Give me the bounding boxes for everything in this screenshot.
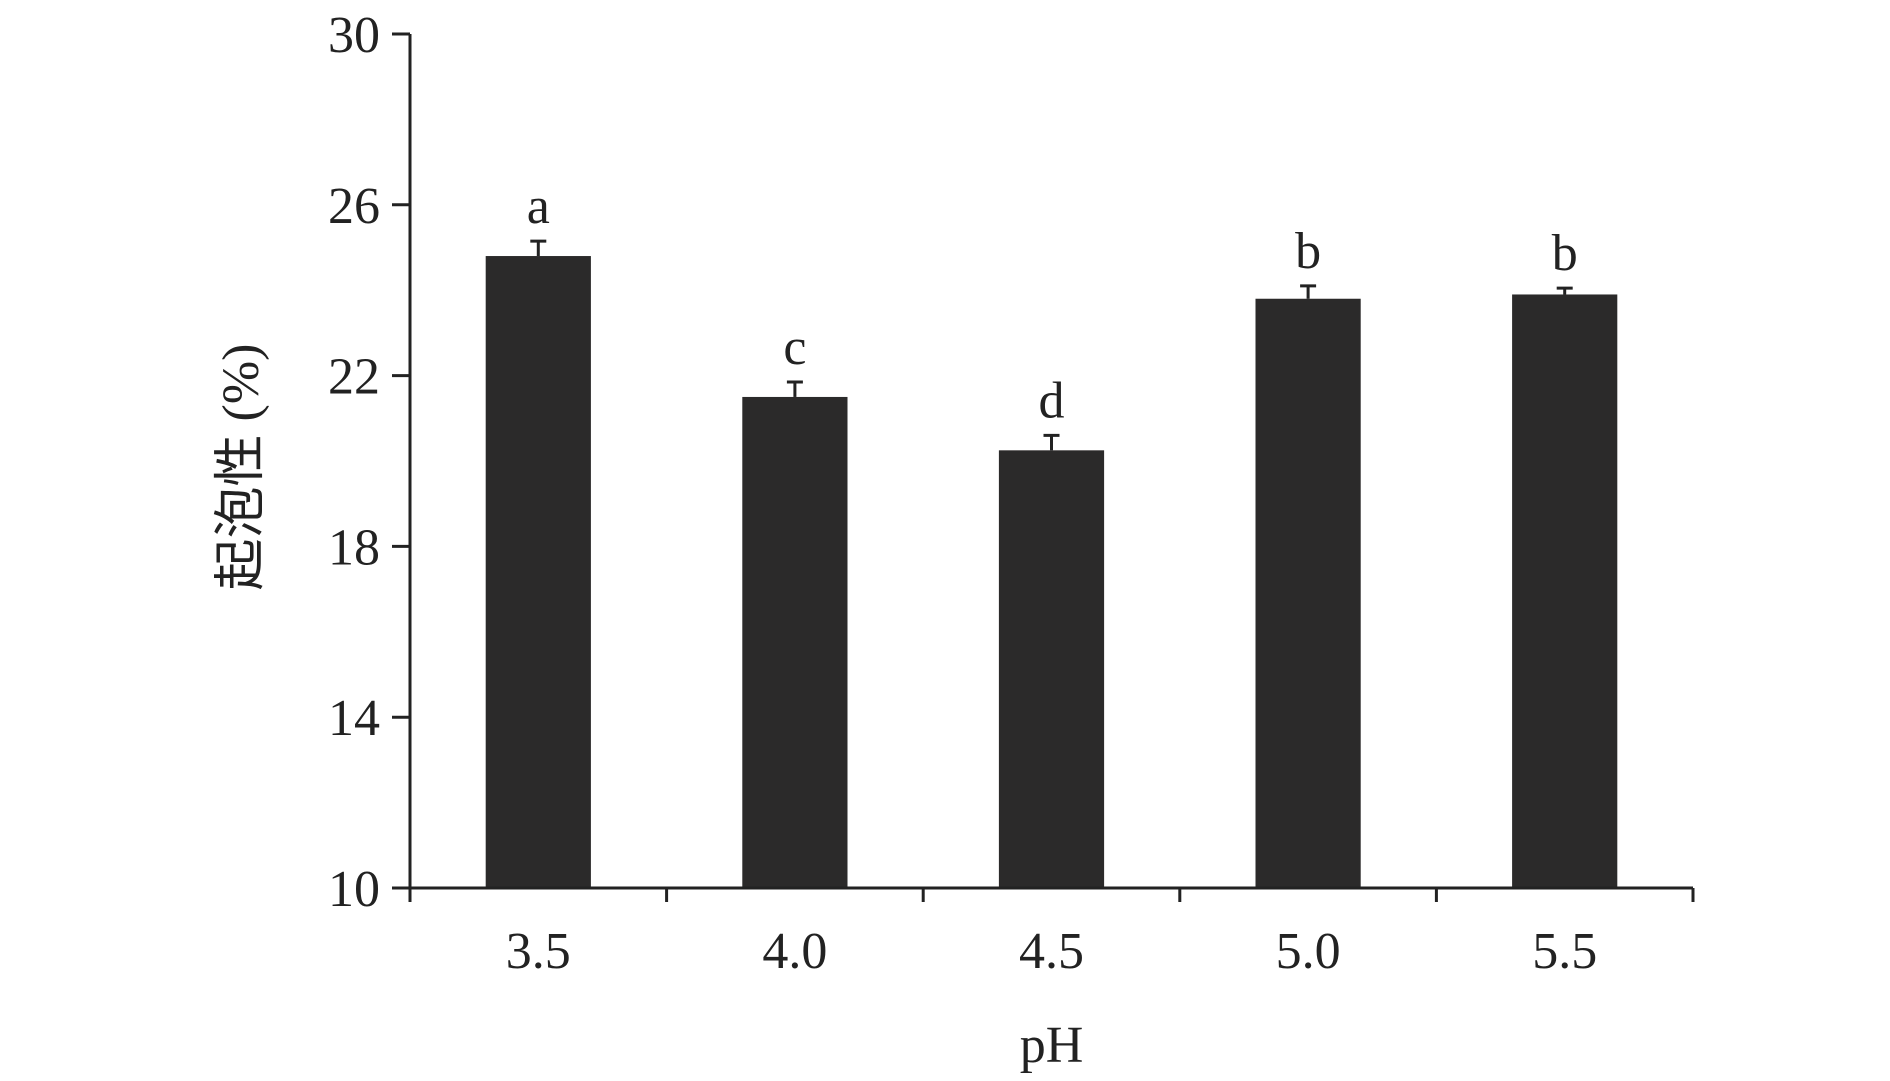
x-tick-label: 5.5	[1532, 923, 1597, 980]
y-tick-label: 10	[328, 861, 380, 918]
bar	[1255, 298, 1361, 888]
bar	[998, 450, 1105, 888]
bar	[742, 396, 848, 888]
y-tick-label: 14	[328, 690, 380, 747]
y-tick-label: 18	[328, 519, 380, 576]
significance-labels: a c d b b	[527, 178, 1578, 429]
significance-label: c	[783, 319, 806, 376]
y-tick-label: 30	[328, 7, 380, 64]
y-tick-label: 26	[328, 178, 380, 235]
significance-label: b	[1552, 225, 1578, 282]
error-bars	[530, 239, 1573, 451]
bar	[1512, 294, 1618, 889]
x-axis-title: pH	[1020, 1017, 1084, 1074]
x-tick-label: 4.0	[762, 923, 827, 980]
significance-label: a	[527, 178, 550, 235]
x-axis-ticks: 3.5 4.0 4.5 5.0 5.5	[408, 888, 1695, 980]
y-axis-ticks: 10 14 18 22 26 30	[328, 7, 410, 918]
bar	[485, 256, 591, 888]
x-tick-label: 3.5	[506, 923, 571, 980]
significance-label: d	[1039, 372, 1065, 429]
x-tick-label: 5.0	[1276, 923, 1341, 980]
y-tick-label: 22	[328, 349, 380, 406]
y-axis-title: 起泡性 (%)	[213, 344, 270, 591]
x-tick-label: 4.5	[1019, 923, 1084, 980]
significance-label: b	[1295, 223, 1321, 280]
bars	[485, 256, 1618, 889]
